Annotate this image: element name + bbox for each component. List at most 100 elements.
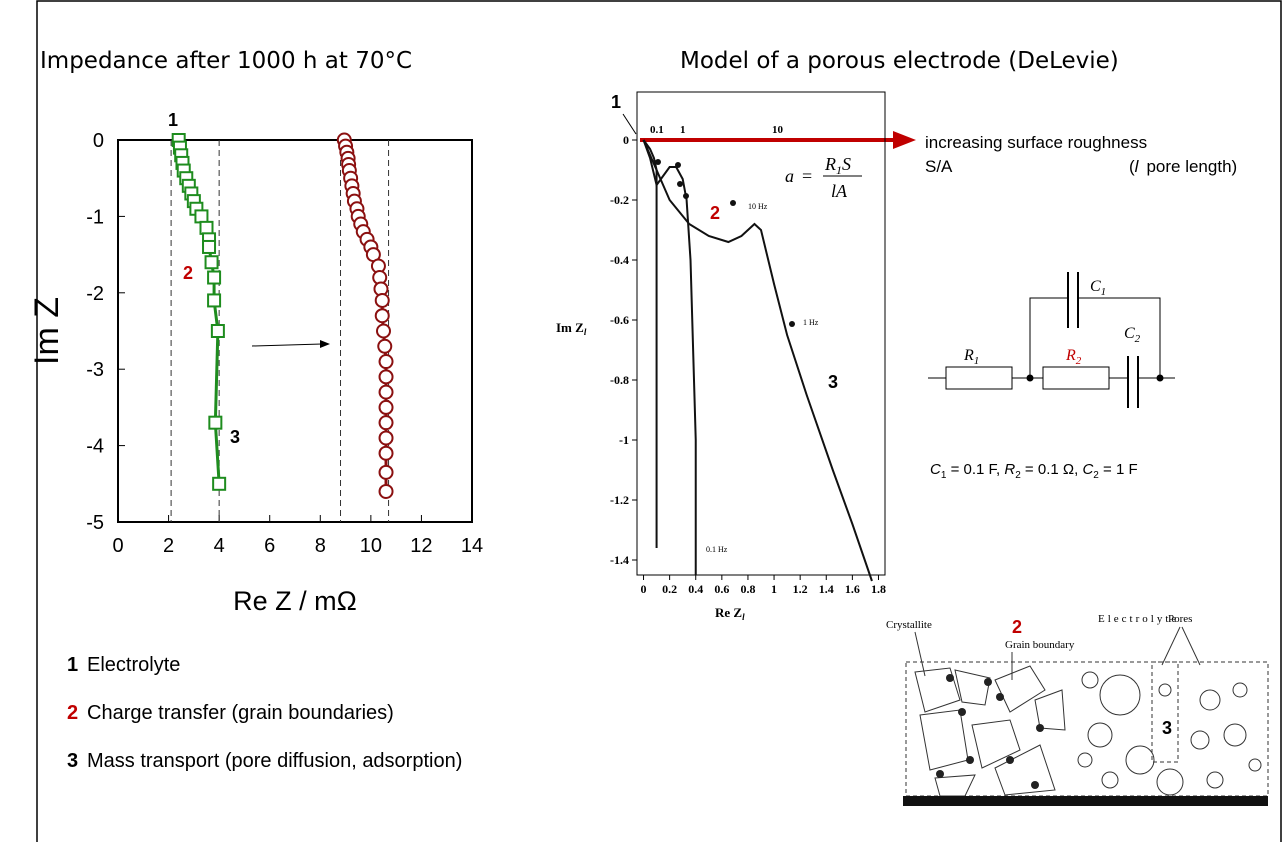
- crystallite: [934, 774, 976, 797]
- series-line: [642, 139, 697, 575]
- y-tick-label: -3: [86, 359, 104, 381]
- legend-num: 1: [67, 654, 78, 676]
- y-tick-label: -1: [619, 433, 629, 447]
- c2-sub: 2: [1135, 333, 1141, 345]
- r1-sub: 1: [974, 355, 980, 367]
- grain-boundaries: [936, 674, 1044, 789]
- x-tick-label: 0.4: [688, 582, 703, 596]
- gb-dot: [984, 678, 992, 686]
- formula: a = R1S lA: [785, 154, 862, 201]
- r1-label: R1: [963, 347, 979, 367]
- x-tick-label: 0.8: [740, 582, 755, 596]
- crystallite: [914, 667, 961, 713]
- pore: [1206, 771, 1224, 789]
- c1: C: [1090, 278, 1101, 295]
- gb-dot: [1031, 781, 1039, 789]
- x-tick-label: 1.4: [819, 582, 834, 596]
- resistor: [1042, 366, 1110, 390]
- crystallite: [954, 669, 991, 706]
- gb-dot: [936, 770, 944, 778]
- x-tick-label: 1.6: [845, 582, 860, 596]
- gb-dot: [1036, 724, 1044, 732]
- marker: [212, 476, 227, 491]
- micro-crystallite: Crystallite: [886, 619, 932, 631]
- y-tick-label: -0.6: [610, 313, 629, 327]
- marker: [378, 415, 394, 431]
- circuit: [928, 272, 1175, 408]
- plot-frame: [636, 91, 886, 576]
- pore: [1158, 683, 1172, 697]
- top-label: 10: [772, 124, 784, 136]
- pore: [1081, 671, 1099, 689]
- pore: [1248, 758, 1262, 772]
- curve-dot: [789, 321, 795, 327]
- legend-num: 2: [67, 702, 78, 724]
- marker: [376, 323, 391, 339]
- annotation: 2: [710, 203, 720, 223]
- right-title: Model of a porous electrode (DeLevie): [680, 48, 1119, 74]
- marker: [378, 445, 394, 461]
- crystallite: [919, 709, 969, 771]
- y-tick-label: -0.8: [610, 373, 629, 387]
- r1: R: [963, 347, 974, 364]
- crystallite: [994, 744, 1056, 796]
- x-tick-label: 14: [461, 535, 483, 557]
- y-axis-label: Im Z: [28, 297, 66, 365]
- arrow-head: [893, 131, 916, 149]
- legend-num: 3: [67, 750, 78, 772]
- x-tick-label: 0: [641, 582, 647, 596]
- y-tick-label: -1.4: [610, 553, 629, 567]
- x-tick-label: 12: [410, 535, 432, 557]
- micro-three: 3: [1162, 718, 1172, 738]
- x-tick-label: 1: [771, 582, 777, 596]
- param-sub: 1: [941, 470, 947, 481]
- marker: [378, 369, 394, 385]
- pore: [1223, 723, 1247, 747]
- marker: [207, 270, 222, 285]
- annotation: 1: [168, 110, 178, 130]
- micro-two: 2: [1012, 617, 1022, 637]
- microstructure: [903, 626, 1269, 806]
- micro-grain: Grain boundary: [1005, 639, 1075, 651]
- x-tick-label: 8: [315, 535, 326, 557]
- leader: [914, 631, 926, 677]
- pore: [1077, 752, 1093, 768]
- x-tick-label: 1.8: [871, 582, 886, 596]
- y-axis-label: Im Zl: [556, 320, 587, 337]
- freq-label: 1 Hz: [803, 318, 819, 327]
- leader: [1181, 626, 1201, 666]
- top-label: 1: [680, 124, 686, 136]
- x-tick-label: 0.2: [662, 582, 677, 596]
- plot-frame: [117, 139, 473, 523]
- c2: C: [1124, 325, 1135, 342]
- top-label: 0.1: [650, 124, 664, 136]
- pore-box: [1151, 661, 1179, 763]
- legend: 1 Electrolyte 2 Charge transfer (grain b…: [67, 654, 462, 772]
- param-rest: = 1 F: [1099, 461, 1138, 478]
- shift-arrow: [251, 343, 323, 347]
- r2-label: R2: [1065, 347, 1082, 367]
- marker: [374, 308, 390, 324]
- marker: [378, 464, 394, 480]
- node: [1026, 374, 1034, 382]
- marker: [374, 292, 390, 308]
- series-line: [642, 139, 658, 548]
- crystallite: [1034, 689, 1066, 731]
- y-tick-label: -1.2: [610, 493, 629, 507]
- pore: [1190, 730, 1210, 750]
- marker: [378, 399, 394, 415]
- pore: [1156, 768, 1184, 796]
- annotation: 3: [230, 427, 240, 447]
- pore: [1087, 722, 1113, 748]
- param-rest: = 0.1 F,: [946, 461, 1004, 478]
- x-tick-label: 2: [163, 535, 174, 557]
- micro-electrolyte: Electrolyte: [1098, 613, 1179, 625]
- pore: [1125, 745, 1155, 775]
- x-axis-label: Re Z / mΩ: [233, 586, 357, 616]
- formula-r: R: [824, 154, 836, 174]
- marker: [194, 209, 209, 224]
- y-tick-label: 0: [623, 133, 629, 147]
- annotation: 1: [611, 92, 621, 112]
- marker: [378, 354, 394, 370]
